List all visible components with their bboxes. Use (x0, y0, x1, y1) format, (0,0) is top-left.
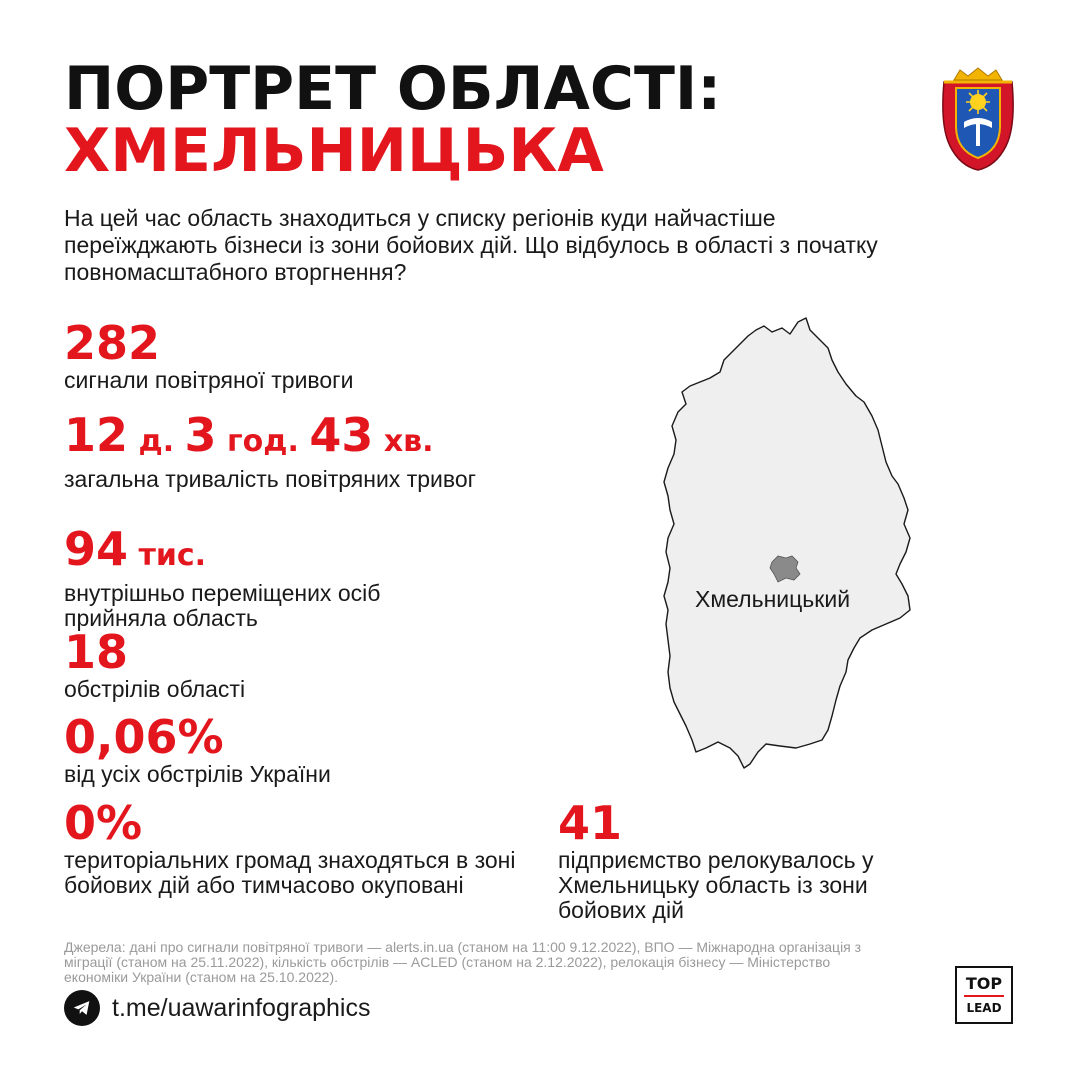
title-line-1: ПОРТРЕТ ОБЛАСТІ: (64, 54, 722, 124)
city-khmelnytskyi-shape (769, 555, 801, 583)
stat-label: загальна тривалість повітряних тривог (64, 466, 477, 492)
title-line-2: ХМЕЛЬНИЦЬКА (64, 116, 604, 186)
logo-divider (964, 995, 1004, 997)
stat-value: 41 (558, 796, 623, 850)
sources-note: Джерела: дані про сигнали повітряної три… (64, 939, 862, 985)
stat-label: обстрілів області (64, 676, 246, 702)
stat-alert-duration: 12 д. 3 год. 43 хв. загальна тривалість … (64, 410, 484, 492)
telegram-link-row[interactable]: t.me/uawarinfographics (64, 990, 370, 1026)
stat-label: сигнали повітряної тривоги (64, 367, 354, 393)
logo-top-text: TOP (965, 974, 1003, 993)
telegram-icon (64, 990, 100, 1026)
stat-air-alerts: 282 сигнали повітряної тривоги (64, 318, 353, 393)
page-title: ПОРТРЕТ ОБЛАСТІ: ХМЕЛЬНИЦЬКА (64, 58, 721, 182)
city-label: Хмельницький (695, 586, 851, 612)
stat-label: від усіх обстрілів України (64, 761, 331, 787)
stat-relocated-businesses: 41 підприємство релокувалось у Хмельниць… (558, 798, 918, 923)
stat-shellings: 18 обстрілів області (64, 627, 245, 702)
coat-of-arms-icon (942, 67, 1014, 171)
intro-text: На цей час область знаходиться у списку … (64, 205, 878, 285)
stat-communities: 0% територіальних громад знаходяться в з… (64, 798, 524, 898)
stat-label: внутрішньо переміщених осіб прийняла обл… (64, 580, 381, 631)
stat-label: підприємство релокувалось у Хмельницьку … (558, 847, 874, 923)
stat-value: 12 д. 3 год. 43 хв. (64, 408, 434, 462)
stat-label: територіальних громад знаходяться в зоні… (64, 847, 516, 898)
stat-idp: 94 тис. внутрішньо переміщених осіб прий… (64, 524, 484, 631)
stat-shelling-share: 0,06% від усіх обстрілів України (64, 712, 331, 787)
stat-value: 282 (64, 316, 161, 370)
region-map (663, 317, 911, 769)
telegram-channel-link[interactable]: t.me/uawarinfographics (112, 993, 371, 1022)
stat-value: 0% (64, 796, 143, 850)
stat-value: 94 тис. (64, 522, 207, 576)
logo-bottom-text: LEAD (966, 1001, 1002, 1015)
region-outline (663, 317, 911, 769)
stat-value: 18 (64, 625, 129, 679)
toplead-logo: TOP LEAD (955, 966, 1013, 1024)
stat-value: 0,06% (64, 710, 224, 764)
